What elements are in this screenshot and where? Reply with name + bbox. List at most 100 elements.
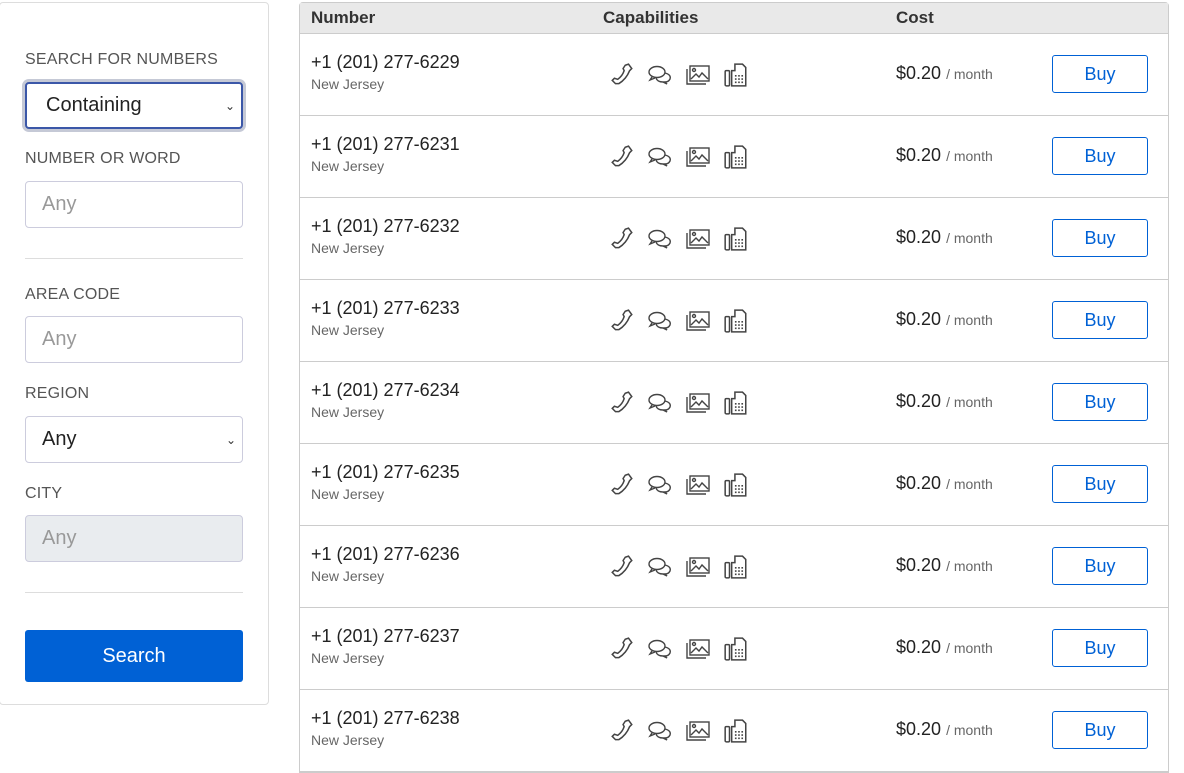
capabilities	[609, 554, 749, 580]
phone-icon	[611, 637, 633, 659]
buy-button[interactable]: Buy	[1052, 711, 1148, 749]
search-type-value: Containing	[46, 94, 142, 116]
phone-icon	[611, 473, 633, 495]
divider	[25, 592, 243, 593]
buy-button[interactable]: Buy	[1052, 547, 1148, 585]
image-icon	[686, 147, 710, 167]
phone-number: +1 (201) 277-6232	[311, 216, 460, 236]
chat-icon	[648, 393, 671, 413]
table-row: +1 (201) 277-6237 New Jersey $0.20 / mon…	[300, 608, 1168, 690]
price-period: / month	[946, 394, 993, 410]
price: $0.20	[896, 473, 942, 493]
image-icon	[686, 229, 710, 249]
number-region: New Jersey	[311, 568, 385, 584]
capabilities	[609, 718, 749, 744]
price-period: / month	[946, 66, 993, 82]
number-region: New Jersey	[311, 650, 385, 666]
buy-button[interactable]: Buy	[1052, 629, 1148, 667]
phone-icon	[611, 145, 633, 167]
table-row: +1 (201) 277-6232 New Jersey $0.20 / mon…	[300, 198, 1168, 280]
chevron-down-icon: ⌄	[225, 432, 236, 447]
capabilities	[609, 226, 749, 252]
cost: $0.20 / month	[896, 309, 993, 330]
region-label: REGION	[25, 385, 90, 402]
buy-button[interactable]: Buy	[1052, 219, 1148, 257]
search-sidebar: SEARCH FOR NUMBERS Containing ⌄ NUMBER OR…	[0, 2, 269, 705]
phone-number: +1 (201) 277-6229	[311, 52, 460, 72]
table-row: +1 (201) 277-6231 New Jersey $0.20 / mon…	[300, 116, 1168, 198]
cost: $0.20 / month	[896, 555, 993, 576]
price-period: / month	[946, 148, 993, 164]
number-region: New Jersey	[311, 158, 385, 174]
phone-number: +1 (201) 277-6231	[311, 134, 460, 154]
phone-icon	[611, 555, 633, 577]
capabilities	[609, 636, 749, 662]
table-row: +1 (201) 277-6236 New Jersey $0.20 / mon…	[300, 526, 1168, 608]
buy-button[interactable]: Buy	[1052, 137, 1148, 175]
number-region: New Jersey	[311, 486, 385, 502]
chat-icon	[648, 557, 671, 577]
search-button[interactable]: Search	[25, 630, 243, 682]
area-code-label: AREA CODE	[25, 286, 121, 303]
buy-button[interactable]: Buy	[1052, 465, 1148, 503]
price-period: / month	[946, 230, 993, 246]
chat-icon	[648, 639, 671, 659]
fax-icon	[724, 309, 747, 333]
capabilities	[609, 308, 749, 334]
buy-button[interactable]: Buy	[1052, 301, 1148, 339]
region-select[interactable]: Any ⌄	[25, 416, 243, 463]
price: $0.20	[896, 145, 942, 165]
number-region: New Jersey	[311, 404, 385, 420]
price: $0.20	[896, 555, 942, 575]
phone-icon	[611, 719, 633, 741]
capabilities	[609, 144, 749, 170]
cost: $0.20 / month	[896, 473, 993, 494]
phone-icon	[611, 63, 633, 85]
phone-number: +1 (201) 277-6236	[311, 544, 460, 564]
number-input[interactable]: Any	[25, 181, 243, 228]
area-code-input[interactable]: Any	[25, 316, 243, 363]
image-icon	[686, 393, 710, 413]
phone-number: +1 (201) 277-6235	[311, 462, 460, 482]
cost: $0.20 / month	[896, 391, 993, 412]
number-label: NUMBER OR WORD	[25, 150, 181, 167]
header-cost: Cost	[896, 8, 934, 27]
buy-button[interactable]: Buy	[1052, 55, 1148, 93]
table-row: +1 (201) 277-6235 New Jersey $0.20 / mon…	[300, 444, 1168, 526]
chat-icon	[648, 475, 671, 495]
city-input: Any	[25, 515, 243, 562]
image-icon	[686, 311, 710, 331]
search-for-label: SEARCH FOR NUMBERS	[25, 51, 218, 68]
number-region: New Jersey	[311, 76, 385, 92]
price: $0.20	[896, 719, 942, 739]
fax-icon	[724, 719, 747, 743]
phone-number: +1 (201) 277-6234	[311, 380, 460, 400]
divider	[25, 258, 243, 259]
cost: $0.20 / month	[896, 227, 993, 248]
image-icon	[686, 721, 710, 741]
buy-button[interactable]: Buy	[1052, 383, 1148, 421]
image-icon	[686, 475, 710, 495]
capabilities	[609, 472, 749, 498]
price-period: / month	[946, 558, 993, 574]
fax-icon	[724, 473, 747, 497]
fax-icon	[724, 555, 747, 579]
image-icon	[686, 639, 710, 659]
number-region: New Jersey	[311, 240, 385, 256]
price-period: / month	[946, 476, 993, 492]
city-label: CITY	[25, 485, 63, 502]
price: $0.20	[896, 63, 942, 83]
fax-icon	[724, 227, 747, 251]
chat-icon	[648, 147, 671, 167]
header-capabilities: Capabilities	[603, 8, 699, 27]
price: $0.20	[896, 391, 942, 411]
cost: $0.20 / month	[896, 63, 993, 84]
phone-number: +1 (201) 277-6233	[311, 298, 460, 318]
number-region: New Jersey	[311, 322, 385, 338]
phone-number: +1 (201) 277-6238	[311, 708, 460, 728]
table-row: +1 (201) 277-6229 New Jersey $0.20 / mon…	[300, 34, 1168, 116]
search-type-select[interactable]: Containing ⌄	[25, 82, 243, 129]
price: $0.20	[896, 637, 942, 657]
price-period: / month	[946, 722, 993, 738]
fax-icon	[724, 145, 747, 169]
